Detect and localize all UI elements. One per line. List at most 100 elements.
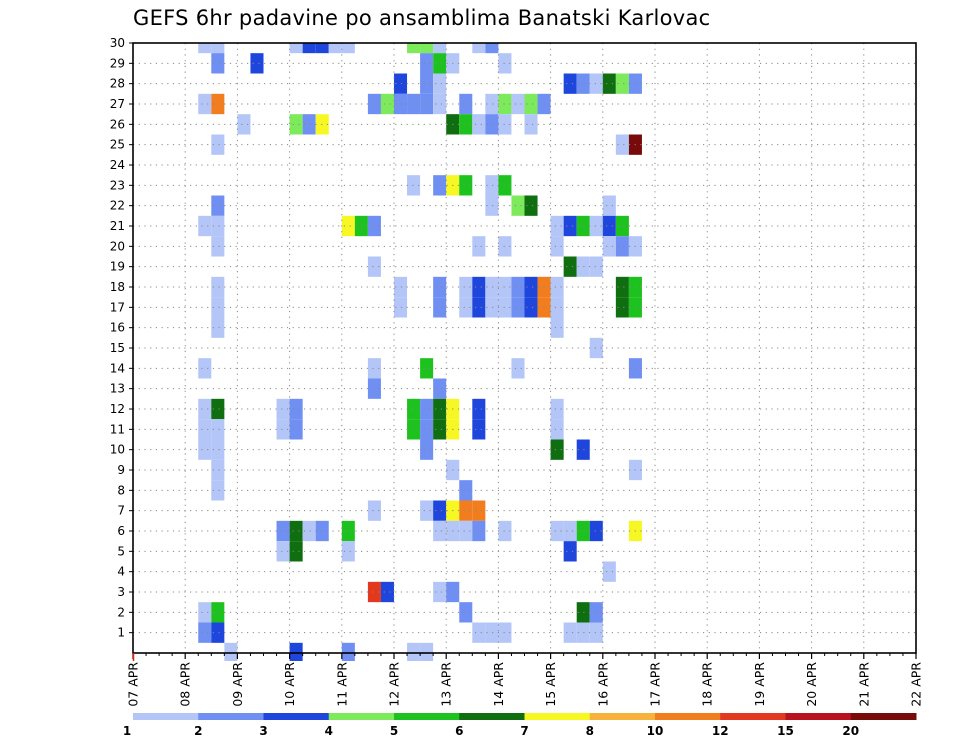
axis-layer: 1234567891011121314151617181920212223242… bbox=[110, 36, 924, 707]
heatmap-cell bbox=[198, 622, 212, 643]
y-tick-label: 12 bbox=[110, 402, 125, 416]
grid-layer bbox=[133, 42, 916, 654]
heatmap-cell bbox=[211, 93, 225, 115]
heatmap-cell bbox=[589, 622, 603, 643]
y-tick-label: 2 bbox=[117, 605, 125, 619]
heatmap-cell bbox=[211, 195, 225, 216]
heatmap-cell bbox=[602, 215, 616, 237]
heatmap-cell bbox=[250, 53, 264, 74]
heatmap-cell bbox=[615, 297, 629, 318]
heatmap-cell bbox=[524, 195, 538, 216]
heatmap-cell bbox=[563, 520, 577, 542]
heatmap-cell bbox=[433, 419, 447, 440]
heatmap-cell bbox=[459, 480, 473, 501]
heatmap-cell bbox=[550, 439, 564, 460]
heatmap-cell bbox=[420, 642, 434, 661]
heatmap-cell bbox=[380, 93, 394, 115]
heatmap-cell bbox=[211, 276, 225, 298]
heatmap-cell bbox=[433, 43, 447, 54]
heatmap-cell bbox=[511, 297, 525, 318]
y-tick-label: 9 bbox=[117, 463, 125, 477]
heatmap-cell bbox=[485, 195, 499, 216]
heatmap-cell bbox=[602, 195, 616, 216]
y-tick-label: 18 bbox=[110, 280, 125, 294]
y-tick-label: 20 bbox=[110, 239, 125, 253]
heatmap-cell bbox=[615, 276, 629, 298]
heatmap-cell bbox=[433, 378, 447, 399]
y-tick-label: 15 bbox=[110, 341, 125, 355]
heatmap-cell bbox=[589, 256, 603, 277]
heatmap-cell bbox=[472, 419, 486, 440]
heatmap-cell bbox=[459, 602, 473, 623]
heatmap-cell bbox=[550, 297, 564, 318]
colorbar-swatch bbox=[720, 713, 786, 720]
y-tick-label: 27 bbox=[110, 97, 125, 111]
heatmap-cell bbox=[576, 256, 590, 277]
heatmap-cell bbox=[433, 500, 447, 521]
heatmap-cell bbox=[211, 236, 225, 257]
y-tick-label: 24 bbox=[110, 158, 125, 172]
heatmap-cell bbox=[341, 520, 355, 542]
colorbar-label: 6 bbox=[455, 724, 463, 738]
heatmap-cell bbox=[198, 419, 212, 440]
heatmap-cell bbox=[315, 43, 329, 54]
colorbar-swatch bbox=[655, 713, 721, 720]
heatmap-cell bbox=[211, 398, 225, 420]
heatmap-cell bbox=[407, 419, 421, 440]
heatmap-cell bbox=[198, 43, 212, 54]
heatmap-cell bbox=[198, 602, 212, 623]
colorbar-label: 1 bbox=[123, 724, 131, 738]
heatmap-cell bbox=[550, 520, 564, 542]
heatmap-cell bbox=[485, 276, 499, 298]
heatmap-cell bbox=[472, 43, 486, 54]
heatmap-cell bbox=[420, 53, 434, 74]
heatmap-cell bbox=[472, 622, 486, 643]
x-tick-label: 08 APR bbox=[178, 662, 193, 707]
y-tick-label: 23 bbox=[110, 178, 125, 192]
heatmap-cell bbox=[198, 93, 212, 115]
heatmap-cell bbox=[589, 602, 603, 623]
y-tick-label: 26 bbox=[110, 117, 125, 131]
heatmap-cell bbox=[615, 73, 629, 94]
heatmap-cell bbox=[341, 642, 355, 661]
x-tick-label: 18 APR bbox=[700, 662, 715, 707]
heatmap-cell bbox=[367, 358, 381, 379]
heatmap-cell bbox=[459, 93, 473, 115]
x-tick-label: 17 APR bbox=[648, 662, 663, 707]
heatmap-cell bbox=[472, 114, 486, 135]
x-tick-label: 12 APR bbox=[387, 662, 402, 707]
heatmap-cell bbox=[511, 195, 525, 216]
heatmap-cell bbox=[459, 500, 473, 521]
heatmap-cell bbox=[498, 236, 512, 257]
heatmap-cell bbox=[602, 73, 616, 94]
heatmap-cell bbox=[433, 53, 447, 74]
heatmap-cell bbox=[433, 93, 447, 115]
heatmap-cell bbox=[498, 622, 512, 643]
heatmap-cell bbox=[498, 93, 512, 115]
heatmap-cell bbox=[276, 419, 290, 440]
y-tick-label: 13 bbox=[110, 382, 125, 396]
y-tick-label: 29 bbox=[110, 56, 125, 70]
heatmap-cell bbox=[459, 175, 473, 196]
colorbar-swatch bbox=[850, 713, 917, 720]
heatmap-cell bbox=[550, 276, 564, 298]
heatmap-cell bbox=[367, 378, 381, 399]
heatmap-cell bbox=[498, 114, 512, 135]
heatmap-cell bbox=[289, 520, 303, 542]
x-tick-label: 20 APR bbox=[804, 662, 819, 707]
heatmap-cell bbox=[407, 642, 421, 661]
x-tick-label: 10 APR bbox=[282, 662, 297, 707]
y-tick-label: 6 bbox=[117, 524, 125, 538]
colorbar-swatch bbox=[198, 713, 264, 720]
colorbar-label: 2 bbox=[194, 724, 202, 738]
x-tick-label: 14 APR bbox=[491, 662, 506, 707]
heatmap-cell bbox=[511, 93, 525, 115]
y-tick-label: 30 bbox=[110, 36, 125, 50]
heatmap-cell bbox=[276, 398, 290, 420]
heatmap-cell bbox=[289, 114, 303, 135]
heatmap-cell bbox=[433, 520, 447, 542]
colorbar-swatch bbox=[589, 713, 656, 720]
heatmap-cell bbox=[472, 297, 486, 318]
heatmap-cell bbox=[289, 43, 303, 54]
